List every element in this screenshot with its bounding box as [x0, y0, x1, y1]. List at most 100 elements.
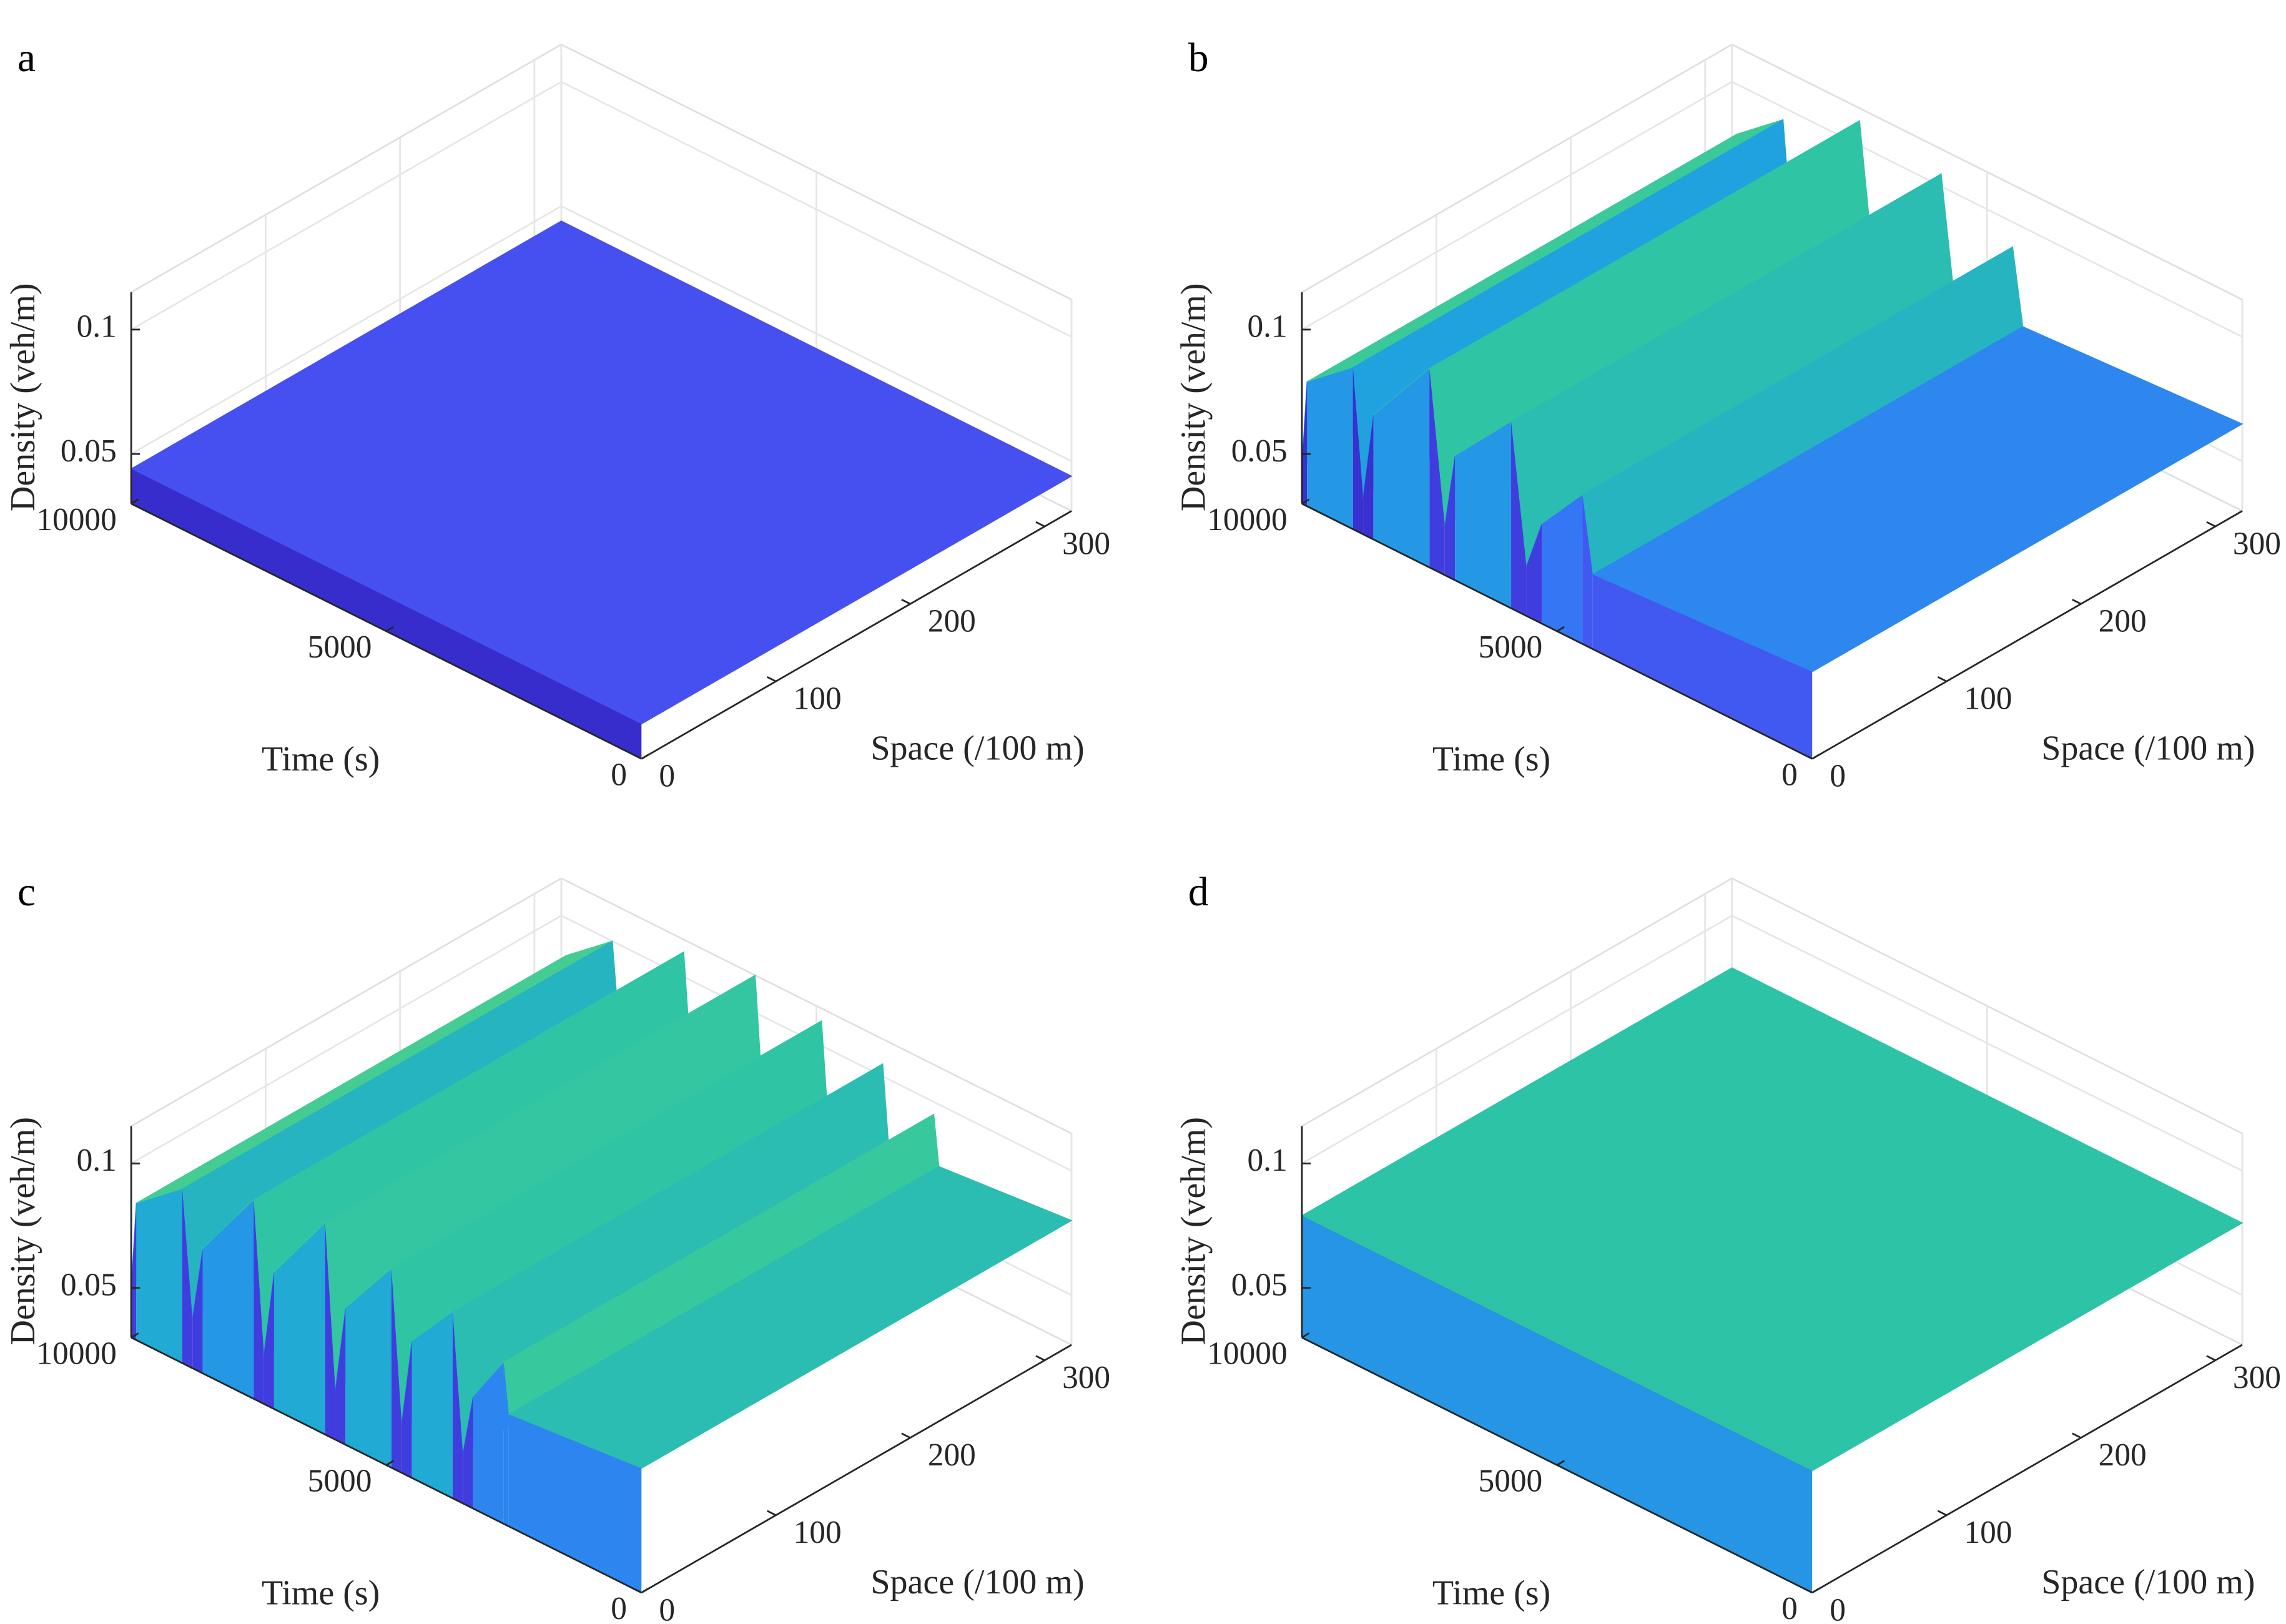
wall-edge	[131, 44, 562, 293]
surface-side	[463, 1396, 473, 1509]
x-tick-label: 10000	[36, 502, 116, 538]
y-tick-label: 0	[1830, 1592, 1846, 1624]
wall-edge	[1301, 877, 1733, 1127]
x-tick	[386, 1460, 395, 1466]
z-tick-label: 0.1	[77, 309, 117, 345]
panel-label: d	[1188, 870, 1209, 915]
panel-label: b	[1188, 36, 1209, 81]
y-tick	[1937, 676, 1948, 682]
panel-d: 0.05 0.1 0 5000 10000 0 100 200 300 Time (s) Space…	[1175, 870, 2281, 1624]
y-tick-label: 200	[928, 1437, 976, 1473]
y-tick	[632, 1587, 642, 1594]
y-axis	[641, 1344, 1072, 1594]
surface-strip	[130, 220, 1073, 725]
x-tick-label: 0	[611, 757, 627, 792]
x-tick	[1811, 1587, 1820, 1593]
grid-line	[1732, 915, 2243, 1172]
y-axis	[1811, 1344, 2243, 1594]
x-tick	[386, 626, 395, 632]
x-tick	[1811, 754, 1820, 760]
y-tick	[1035, 521, 1045, 528]
surface-side	[264, 1272, 274, 1409]
surface-side	[1352, 367, 1364, 534]
z-axis-label: Density (veh/m)	[4, 1117, 42, 1346]
x-tick-label: 0	[1781, 1591, 1798, 1624]
y-axis-label: Space (/100 m)	[2041, 729, 2255, 767]
surface-side	[1511, 421, 1527, 616]
surface-side	[136, 1189, 182, 1364]
y-tick-label: 300	[1062, 526, 1110, 562]
surface-side	[182, 1189, 193, 1369]
surface-side	[402, 1341, 412, 1479]
z-axis-label: Density (veh/m)	[1175, 1117, 1213, 1346]
surface-side	[473, 1362, 504, 1524]
x-axis-label: Time (s)	[262, 740, 380, 779]
grid-line	[1301, 915, 1733, 1164]
y-tick-label: 100	[1964, 681, 2012, 717]
x-tick	[1301, 498, 1310, 504]
surface-side	[131, 1203, 137, 1341]
surface-side	[254, 1199, 264, 1404]
y-tick-label: 0	[659, 759, 675, 794]
z-tick-label: 0.05	[1231, 433, 1288, 469]
surface-side	[1455, 421, 1512, 609]
y-tick	[2072, 1432, 2082, 1439]
panel-c: 0.05 0.1 0 5000 10000 0 100 200 300 Time (s) Space…	[4, 870, 1110, 1624]
z-tick-label: 0.1	[1247, 1143, 1287, 1178]
x-tick-label: 0	[1781, 757, 1798, 792]
panel-b: 0.05 0.1 0 5000 10000 0 100 200 300 Time (s) Space…	[1175, 36, 2281, 794]
y-tick-label: 200	[928, 604, 976, 639]
surface-side	[325, 1223, 336, 1440]
surface-side	[1582, 495, 1593, 649]
z-tick-label: 0.1	[1247, 309, 1287, 345]
y-tick	[766, 1510, 777, 1517]
x-tick	[641, 1587, 649, 1593]
z-tick-label: 0.1	[77, 1143, 117, 1178]
surface-side	[1307, 367, 1353, 529]
grid-line	[131, 81, 562, 331]
y-axis-label: Space (/100 m)	[870, 729, 1084, 767]
z-axis-label: Density (veh/m)	[4, 283, 42, 511]
surface-side	[131, 468, 642, 759]
y-tick-label: 300	[2233, 526, 2281, 562]
y-tick	[2206, 1355, 2216, 1361]
y-tick-label: 200	[2099, 604, 2147, 639]
surface-side	[503, 1362, 509, 1527]
y-axis	[641, 510, 1072, 760]
y-tick-label: 100	[794, 1515, 842, 1550]
surface-side	[202, 1199, 254, 1399]
y-tick	[2206, 521, 2216, 528]
y-tick-label: 200	[2099, 1437, 2147, 1473]
surface-side	[1373, 368, 1430, 568]
surface-side	[345, 1268, 392, 1468]
y-tick	[1937, 1510, 1948, 1517]
y-tick	[901, 1432, 911, 1439]
y-tick	[766, 676, 777, 682]
x-tick	[1301, 1332, 1310, 1339]
y-axis	[1811, 510, 2243, 760]
surface-side	[508, 1414, 642, 1593]
grid-line	[561, 81, 1072, 338]
x-tick-label: 5000	[308, 1464, 372, 1499]
surface-side	[335, 1307, 346, 1445]
grid-line	[1732, 81, 2243, 338]
y-tick-label: 300	[1062, 1360, 1110, 1395]
surface-side	[273, 1223, 325, 1435]
grid-line	[1301, 81, 1733, 331]
x-tick	[1556, 626, 1565, 632]
x-tick-label: 5000	[308, 629, 372, 665]
y-tick	[1803, 754, 1813, 760]
surface-strip	[1592, 326, 2244, 672]
panel-label: a	[17, 36, 36, 81]
surface-side	[411, 1311, 453, 1499]
z-tick-label: 0.05	[61, 1267, 117, 1302]
x-tick	[1556, 1460, 1565, 1466]
x-tick-label: 10000	[36, 1336, 116, 1371]
x-axis-label: Time (s)	[262, 1573, 380, 1612]
y-tick-label: 0	[659, 1592, 675, 1624]
surface-side	[1301, 1216, 1813, 1593]
y-tick-label: 0	[1830, 759, 1846, 794]
x-tick	[131, 1332, 139, 1339]
grid-line	[131, 915, 562, 1164]
panel-a: 0.05 0.1 0 5000 10000 0 100 200 300 Time (s) Space…	[4, 36, 1110, 794]
